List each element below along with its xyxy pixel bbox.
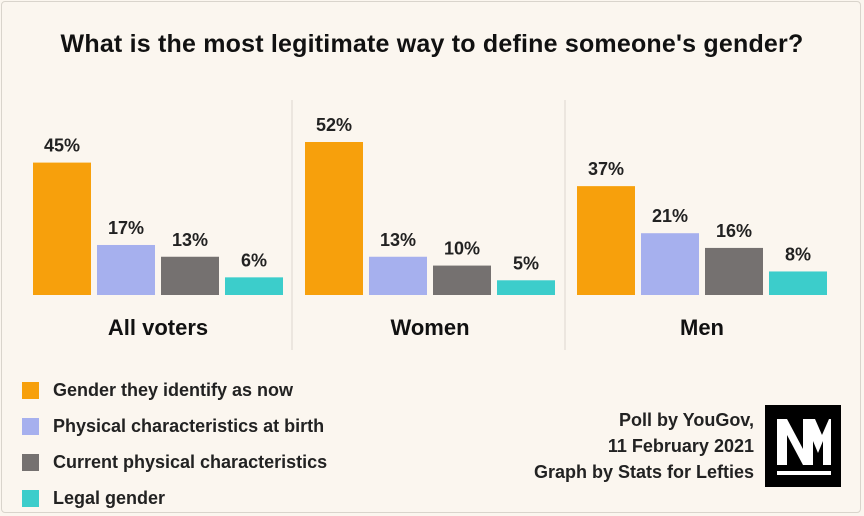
category-label: All voters [108,315,208,340]
legend-swatch [22,417,39,435]
bar [433,265,491,295]
data-label: 13% [380,230,416,250]
chart-title: What is the most legitimate way to defin… [60,30,804,58]
legend-label: Gender they identify as now [53,379,294,400]
legend-item: Gender they identify as now [22,372,327,408]
bar [369,256,427,295]
data-label: 16% [716,221,752,241]
legend-label: Physical characteristics at birth [53,415,325,436]
bar [33,162,91,295]
legend-item: Physical characteristics at birth [22,408,327,444]
data-label: 17% [108,218,144,238]
legend: Gender they identify as now Physical cha… [22,372,327,516]
data-label: 52% [316,115,352,135]
bar [161,256,219,295]
legend-label: Current physical characteristics [53,451,328,472]
source-line-date: 11 February 2021 [607,436,754,456]
data-label: 45% [44,136,80,156]
data-label: 21% [652,206,688,226]
data-label: 10% [444,239,480,259]
source-line-credit: Graph by Stats for Lefties [533,462,754,482]
data-label: 5% [513,253,539,273]
data-label: 8% [785,244,811,264]
bar [305,142,363,295]
legend-item: Current physical characteristics [22,444,327,480]
legend-swatch [22,453,39,471]
category-label: Men [680,315,724,340]
legend-item: Legal gender [22,480,327,516]
bar [225,277,283,295]
source-line-poll: Poll by YouGov, [618,410,754,430]
novara-media-logo-icon [765,405,841,487]
data-label: 37% [588,159,624,179]
bar [497,280,555,295]
bar [97,244,155,295]
legend-swatch [22,381,39,399]
legend-label: Legal gender [53,487,166,508]
data-label: 6% [241,250,267,270]
source-note: Poll by YouGov, 11 February 2021 Graph b… [434,407,754,485]
category-label: Women [390,315,469,340]
bar [769,271,827,295]
bar [641,233,699,295]
legend-swatch [22,489,39,507]
bar [577,186,635,295]
data-label: 13% [172,230,208,250]
bar [705,247,763,295]
bar-chart: 45% 17% 13% 6% All voters 52% 13% 10% 5% Women 37%… [33,100,827,350]
